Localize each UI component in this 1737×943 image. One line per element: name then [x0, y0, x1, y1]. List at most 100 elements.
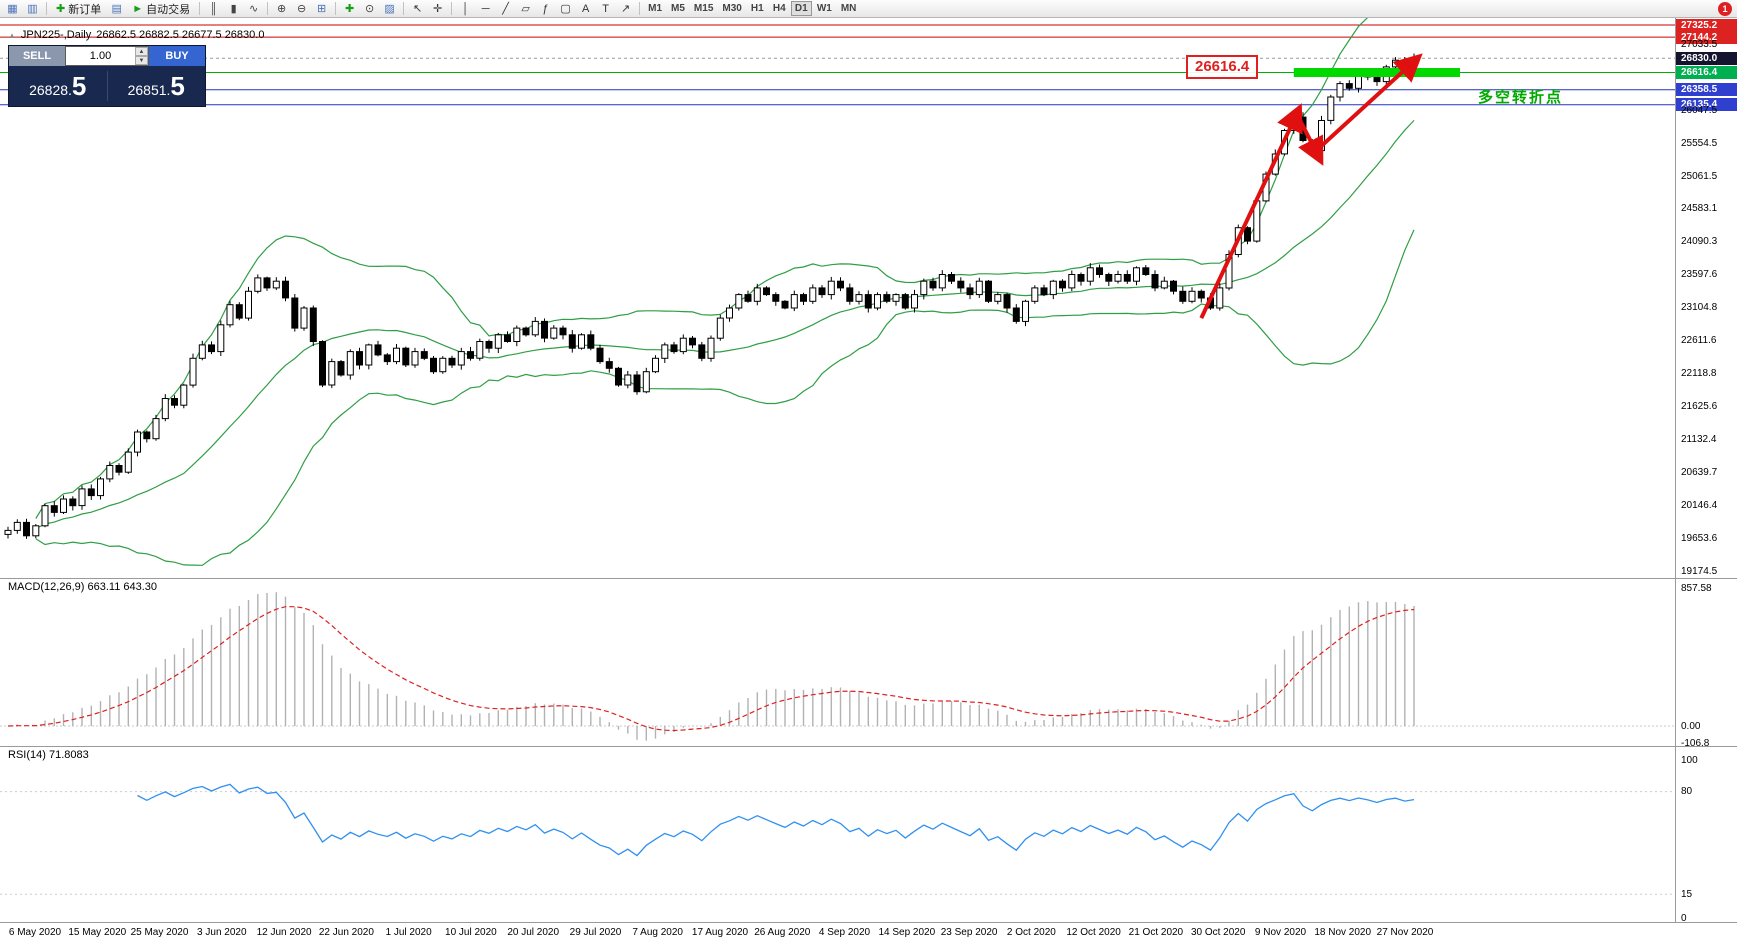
rsi-scale-tick: 100 [1681, 754, 1698, 766]
new-order-button[interactable]: ✚ 新订单 [51, 1, 106, 17]
date-label: 20 Jul 2020 [507, 927, 560, 938]
ohlc-values: 26862.5 26882.5 26677.5 26830.0 [96, 29, 265, 41]
cursor-icon[interactable]: ↖ [408, 1, 427, 17]
rsi-name: RSI(14) [8, 749, 46, 761]
date-label: 4 Sep 2020 [818, 927, 871, 938]
date-label: 12 Oct 2020 [1066, 927, 1121, 938]
price-tick: 22611.6 [1681, 335, 1717, 347]
shapes-icon[interactable]: ▢ [556, 1, 575, 17]
volume-box: ▲ ▼ [65, 46, 149, 66]
bar-chart-icon[interactable]: ║ [204, 1, 223, 17]
toolbar: ▦ ▥ ✚ 新订单 ▤ ► 自动交易 ║ ▮ ∿ ⊕ ⊖ ⊞ ✚ ⊙ ▨ ↖ ✛ │ ─ ╱ ▱ ƒ ▢ A T ↗ M1 M5 M15 M… [0, 0, 1737, 18]
arrows-tool-glyph: ↗ [621, 3, 631, 15]
timeframe-mn[interactable]: MN [837, 1, 861, 16]
date-label: 25 May 2020 [130, 927, 189, 938]
date-axis[interactable]: 6 May 2020 15 May 2020 25 May 2020 3 Jun 20… [0, 922, 1737, 943]
crosshair-icon[interactable]: ✛ [428, 1, 447, 17]
chart-window-icon[interactable]: ▤ [107, 1, 126, 17]
macd-pane-separator[interactable] [0, 578, 1737, 579]
turning-point-annotation[interactable]: 多空转折点 [1478, 89, 1564, 106]
sell-price-big-digit: 5 [71, 70, 87, 101]
date-label: 30 Oct 2020 [1190, 927, 1246, 938]
candlestick-chart-icon[interactable]: ▮ [224, 1, 243, 17]
text-label-icon[interactable]: T [596, 1, 615, 17]
notification-badge[interactable]: 1 [1718, 2, 1732, 16]
indicators-icon[interactable]: ✚ [340, 1, 359, 17]
volume-increase-button[interactable]: ▲ [135, 47, 148, 56]
templates-icon[interactable]: ▨ [380, 1, 399, 17]
price-tick: 25061.5 [1681, 171, 1718, 183]
timeframe-h4[interactable]: H4 [769, 1, 790, 16]
volume-decrease-button[interactable]: ▼ [135, 56, 148, 65]
trendline-icon[interactable]: ╱ [496, 1, 515, 17]
price-tick: 22118.8 [1681, 368, 1717, 380]
price-tick: 23597.6 [1681, 269, 1718, 281]
date-label: 17 Aug 2020 [691, 927, 749, 938]
date-label: 12 Jun 2020 [256, 927, 312, 938]
sell-price[interactable]: 26828.5 [9, 71, 107, 102]
chart-title: ▲ JPN225-,Daily 26862.5 26882.5 26677.5 … [8, 29, 264, 41]
date-label: 2 Oct 2020 [1006, 927, 1056, 938]
equidistant-channel-glyph: ▱ [521, 3, 530, 15]
tile-windows-glyph: ⊞ [317, 3, 327, 15]
support-price-label[interactable]: 26616.4 [1186, 55, 1259, 79]
profiles-icon[interactable]: ▥ [23, 1, 42, 17]
zoom-out-icon[interactable]: ⊖ [292, 1, 311, 17]
price-tick: 24090.3 [1681, 236, 1718, 248]
date-label: 22 Jun 2020 [318, 927, 374, 938]
timeframe-m15[interactable]: M15 [690, 1, 717, 16]
autotrading-button-label: 自动交易 [146, 3, 191, 16]
price-scale[interactable]: 27325.2 27144.2 27033.5 26830.0 26616.4 26358… [1675, 18, 1737, 924]
arrows-tool-icon[interactable]: ↗ [616, 1, 635, 17]
text-icon[interactable]: A [576, 1, 595, 17]
fibonacci-icon[interactable]: ƒ [536, 1, 555, 17]
chart-window-glyph: ▤ [111, 3, 122, 15]
one-click-collapse-icon[interactable]: ▲ [8, 30, 16, 40]
templates-glyph: ▨ [384, 3, 395, 15]
rsi-pane-separator[interactable] [0, 746, 1737, 747]
sell-button[interactable]: SELL [9, 46, 65, 66]
toolbar-separator [199, 2, 201, 15]
line-chart-icon[interactable]: ∿ [244, 1, 263, 17]
sell-price-main: 26828. [29, 81, 72, 98]
new-chart-icon[interactable]: ▦ [3, 1, 22, 17]
buy-price[interactable]: 26851.5 [108, 71, 206, 102]
tile-windows-icon[interactable]: ⊞ [312, 1, 331, 17]
periods-icon[interactable]: ⊙ [360, 1, 379, 17]
autotrading-button[interactable]: ► 自动交易 [127, 1, 195, 17]
date-label: 29 Jul 2020 [569, 927, 622, 938]
zoom-out-glyph: ⊖ [297, 3, 307, 15]
text-label-glyph: T [602, 2, 609, 15]
timeframe-m5[interactable]: M5 [667, 1, 689, 16]
price-marker-red: 27144.2 [1676, 30, 1737, 44]
buy-button[interactable]: BUY [149, 46, 205, 66]
horizontal-line-icon[interactable]: ─ [476, 1, 495, 17]
text-glyph: A [581, 2, 590, 15]
price-marker-blue: 26135.4 [1676, 98, 1737, 112]
price-tick: 20146.4 [1681, 500, 1718, 512]
vertical-line-glyph: │ [462, 2, 470, 15]
timeframe-d1[interactable]: D1 [790, 1, 812, 16]
toolbar-separator [451, 2, 453, 15]
timeframe-m30[interactable]: M30 [718, 1, 745, 16]
trend-arrows [1199, 53, 1423, 319]
price-tick: 19653.6 [1681, 533, 1718, 545]
volume-input[interactable] [66, 47, 135, 65]
date-label: 6 May 2020 [8, 927, 62, 938]
equidistant-channel-icon[interactable]: ▱ [516, 1, 535, 17]
candlesticks [4, 53, 1418, 539]
timeframe-w1[interactable]: W1 [813, 1, 836, 16]
date-label: 15 May 2020 [68, 927, 127, 938]
timeframe-m1[interactable]: M1 [644, 1, 666, 16]
zoom-in-icon[interactable]: ⊕ [272, 1, 291, 17]
rsi-indicator [0, 783, 1675, 895]
timeframe-h1[interactable]: H1 [747, 1, 768, 16]
rsi-value: 71.8083 [48, 749, 89, 761]
toolbar-separator [403, 2, 405, 15]
periods-glyph: ⊙ [365, 3, 375, 15]
cursor-glyph: ↖ [413, 3, 423, 15]
trendline-glyph: ╱ [502, 3, 509, 15]
vertical-line-icon[interactable]: │ [456, 1, 475, 17]
